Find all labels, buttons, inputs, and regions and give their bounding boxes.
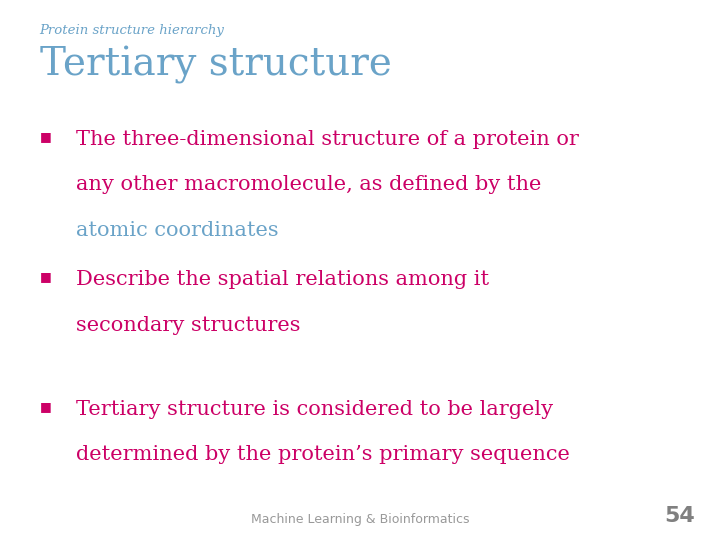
Text: Tertiary structure: Tertiary structure — [40, 46, 392, 84]
Text: any other macromolecule, as defined by the: any other macromolecule, as defined by t… — [76, 176, 541, 194]
Text: determined by the protein’s primary sequence: determined by the protein’s primary sequ… — [76, 446, 570, 464]
Text: atomic coordinates: atomic coordinates — [76, 221, 278, 240]
Text: 54: 54 — [664, 507, 695, 526]
Text: Tertiary structure is considered to be largely: Tertiary structure is considered to be l… — [76, 400, 553, 419]
Text: ■: ■ — [40, 400, 51, 413]
Text: The three-dimensional structure of a protein or: The three-dimensional structure of a pro… — [76, 130, 578, 148]
Text: secondary structures: secondary structures — [76, 316, 300, 335]
Text: ■: ■ — [40, 270, 51, 283]
Text: ■: ■ — [40, 130, 51, 143]
Text: Protein structure hierarchy: Protein structure hierarchy — [40, 24, 225, 37]
Text: Machine Learning & Bioinformatics: Machine Learning & Bioinformatics — [251, 514, 469, 526]
Text: Describe the spatial relations among it: Describe the spatial relations among it — [76, 270, 489, 289]
